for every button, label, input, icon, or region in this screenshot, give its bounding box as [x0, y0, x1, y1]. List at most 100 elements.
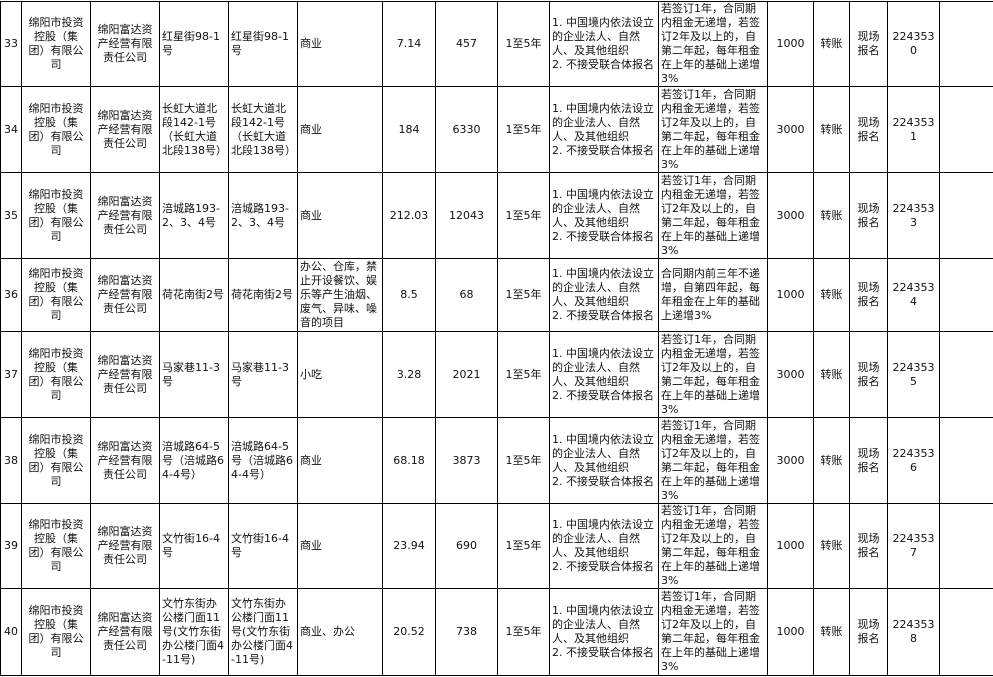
- deposit-cell: 1000: [768, 504, 814, 589]
- manager-cell: 绵阳富达资产经营有限责任公司: [91, 2, 160, 87]
- rent-increase-cell: 若签订1年，合同期内租金无递增，若签订2年及以上的，自第二年起，每年租金在上年的…: [659, 504, 768, 589]
- address-alt-cell: 马家巷11-3号: [229, 332, 298, 418]
- registration-cell: 现场报名: [850, 332, 888, 418]
- rent-increase-cell: 若签订1年，合同期内租金无递增，若签订2年及以上的，自第二年起，每年租金在上年的…: [659, 87, 768, 173]
- address-cell: 文竹街16-4号: [160, 504, 229, 589]
- usage-cell: 商业: [298, 173, 383, 259]
- extra-cell: [940, 173, 993, 259]
- extra-cell: [940, 332, 993, 418]
- registration-cell: 现场报名: [850, 504, 888, 589]
- address-cell: 马家巷11-3号: [160, 332, 229, 418]
- deposit-cell: 3000: [768, 87, 814, 173]
- usage-cell: 商业: [298, 418, 383, 504]
- rent-increase-cell: 若签订1年，合同期内租金无递增，若签订2年及以上的，自第二年起，每年租金在上年的…: [659, 589, 768, 676]
- manager-cell: 绵阳富达资产经营有限责任公司: [91, 418, 160, 504]
- payment-method-cell: 转账: [814, 259, 850, 332]
- rent-increase-cell: 若签订1年，合同期内租金无递增，若签订2年及以上的，自第二年起，每年租金在上年的…: [659, 418, 768, 504]
- usage-cell: 商业: [298, 504, 383, 589]
- term-cell: 1至5年: [498, 504, 550, 589]
- rent-increase-cell: 若签订1年，合同期内租金无递增，若签订2年及以上的，自第二年起，每年租金在上年的…: [659, 2, 768, 87]
- address-cell: 荷花南街2号: [160, 259, 229, 332]
- requirements-cell: 1. 中国境内依法设立的企业法人、自然人、及其他组织 2. 不接受联合体报名: [550, 418, 659, 504]
- requirements-cell: 1. 中国境内依法设立的企业法人、自然人、及其他组织 2. 不接受联合体报名: [550, 589, 659, 676]
- address-alt-cell: 文竹东街办公楼门面11号(文竹东街办公楼门面4-11号): [229, 589, 298, 676]
- address-cell: 涪城路64-5号（涪城路64-4号）: [160, 418, 229, 504]
- owner-cell: 绵阳市投资控股（集团）有限公司: [22, 589, 91, 676]
- row-number: 37: [1, 332, 22, 418]
- rent-cell: 68: [436, 259, 498, 332]
- area-cell: 23.94: [383, 504, 436, 589]
- payment-method-cell: 转账: [814, 418, 850, 504]
- rent-increase-cell: 合同期内前三年不递增，自第四年起，每年租金在上年的基础上递增3%: [659, 259, 768, 332]
- owner-cell: 绵阳市投资控股（集团）有限公司: [22, 332, 91, 418]
- usage-cell: 商业: [298, 87, 383, 173]
- area-cell: 20.52: [383, 589, 436, 676]
- project-code-cell: 2243535: [888, 332, 940, 418]
- address-cell: 文竹东街办公楼门面11号(文竹东街办公楼门面4-11号): [160, 589, 229, 676]
- address-alt-cell: 长虹大道北段142-1号（长虹大道北段138号）: [229, 87, 298, 173]
- term-cell: 1至5年: [498, 589, 550, 676]
- term-cell: 1至5年: [498, 259, 550, 332]
- project-code-cell: 2243534: [888, 259, 940, 332]
- deposit-cell: 1000: [768, 2, 814, 87]
- extra-cell: [940, 2, 993, 87]
- registration-cell: 现场报名: [850, 589, 888, 676]
- address-cell: 红星街98-1号: [160, 2, 229, 87]
- payment-method-cell: 转账: [814, 87, 850, 173]
- owner-cell: 绵阳市投资控股（集团）有限公司: [22, 2, 91, 87]
- project-code-cell: 2243531: [888, 87, 940, 173]
- extra-cell: [940, 504, 993, 589]
- area-cell: 8.5: [383, 259, 436, 332]
- address-alt-cell: 涪城路64-5号（涪城路64-4号）: [229, 418, 298, 504]
- manager-cell: 绵阳富达资产经营有限责任公司: [91, 589, 160, 676]
- rent-increase-cell: 若签订1年，合同期内租金无递增，若签订2年及以上的，自第二年起，每年租金在上年的…: [659, 173, 768, 259]
- requirements-cell: 1. 中国境内依法设立的企业法人、自然人、及其他组织 2. 不接受联合体报名: [550, 504, 659, 589]
- deposit-cell: 1000: [768, 259, 814, 332]
- row-number: 36: [1, 259, 22, 332]
- deposit-cell: 3000: [768, 418, 814, 504]
- rent-increase-cell: 若签订1年，合同期内租金无递增，若签订2年及以上的，自第二年起，每年租金在上年的…: [659, 332, 768, 418]
- rent-cell: 457: [436, 2, 498, 87]
- area-cell: 184: [383, 87, 436, 173]
- address-alt-cell: 涪城路193-2、3、4号: [229, 173, 298, 259]
- payment-method-cell: 转账: [814, 589, 850, 676]
- row-number: 34: [1, 87, 22, 173]
- payment-method-cell: 转账: [814, 173, 850, 259]
- rent-cell: 2021: [436, 332, 498, 418]
- term-cell: 1至5年: [498, 173, 550, 259]
- owner-cell: 绵阳市投资控股（集团）有限公司: [22, 418, 91, 504]
- usage-cell: 商业: [298, 2, 383, 87]
- term-cell: 1至5年: [498, 87, 550, 173]
- rent-cell: 6330: [436, 87, 498, 173]
- row-number: 40: [1, 589, 22, 676]
- manager-cell: 绵阳富达资产经营有限责任公司: [91, 259, 160, 332]
- row-number: 35: [1, 173, 22, 259]
- row-number: 39: [1, 504, 22, 589]
- requirements-cell: 1. 中国境内依法设立的企业法人、自然人、及其他组织 2. 不接受联合体报名: [550, 87, 659, 173]
- rent-cell: 3873: [436, 418, 498, 504]
- manager-cell: 绵阳富达资产经营有限责任公司: [91, 504, 160, 589]
- rent-cell: 690: [436, 504, 498, 589]
- address-cell: 长虹大道北段142-1号（长虹大道北段138号）: [160, 87, 229, 173]
- payment-method-cell: 转账: [814, 332, 850, 418]
- registration-cell: 现场报名: [850, 259, 888, 332]
- registration-cell: 现场报名: [850, 87, 888, 173]
- extra-cell: [940, 87, 993, 173]
- extra-cell: [940, 259, 993, 332]
- row-number: 33: [1, 2, 22, 87]
- requirements-cell: 1. 中国境内依法设立的企业法人、自然人、及其他组织 2. 不接受联合体报名: [550, 173, 659, 259]
- term-cell: 1至5年: [498, 418, 550, 504]
- project-code-cell: 2243530: [888, 2, 940, 87]
- rent-cell: 738: [436, 589, 498, 676]
- usage-cell: 小吃: [298, 332, 383, 418]
- area-cell: 212.03: [383, 173, 436, 259]
- area-cell: 3.28: [383, 332, 436, 418]
- project-code-cell: 2243533: [888, 173, 940, 259]
